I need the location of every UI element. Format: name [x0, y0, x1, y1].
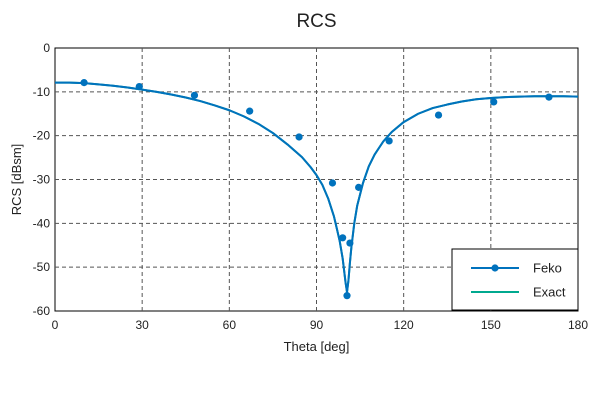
chart-title: RCS	[296, 11, 336, 32]
x-tick-label: 180	[568, 318, 588, 332]
legend-label-feko: Feko	[533, 261, 562, 276]
series-line-feko	[55, 81, 579, 294]
y-tick-label: -40	[33, 216, 51, 230]
y-tick-label: -10	[33, 85, 51, 99]
x-tick-label: 150	[481, 318, 501, 332]
data-point-feko	[246, 107, 254, 115]
series-layer	[55, 79, 579, 300]
data-point-feko	[434, 111, 443, 119]
x-tick-label: 30	[135, 318, 149, 332]
x-axis-title: Theta [deg]	[284, 339, 350, 354]
x-tick-label: 0	[52, 318, 59, 332]
data-point-feko	[295, 133, 303, 141]
data-point-feko	[328, 179, 337, 187]
data-point-feko	[490, 98, 498, 106]
legend-marker-feko	[491, 264, 499, 272]
data-point-feko	[190, 91, 199, 99]
y-axis-title: RCS [dBsm]	[9, 144, 24, 216]
legend-label-exact: Exact	[533, 285, 566, 300]
data-point-feko	[385, 137, 393, 145]
data-point-feko	[80, 79, 88, 87]
legend-box	[451, 248, 579, 311]
x-tick-label: 120	[394, 318, 414, 332]
x-tick-label: 90	[310, 318, 324, 332]
data-point-feko	[355, 183, 363, 191]
x-tick-label: 60	[223, 318, 237, 332]
data-point-feko	[339, 234, 347, 242]
y-tick-label: -60	[33, 304, 51, 318]
data-point-feko	[135, 82, 143, 91]
y-tick-label: 0	[43, 41, 50, 55]
y-tick-label: -30	[33, 173, 51, 187]
y-tick-label: -20	[33, 129, 51, 143]
y-tick-label: -50	[33, 260, 51, 274]
data-point-feko	[545, 93, 553, 101]
axis-ticks: 0 30 60 90 120 150 180 0 -10 -20 -30 -40 -50 -60	[33, 41, 589, 332]
data-point-feko	[343, 292, 351, 300]
data-point-feko	[346, 239, 354, 247]
legend: Feko Exact	[451, 248, 579, 311]
